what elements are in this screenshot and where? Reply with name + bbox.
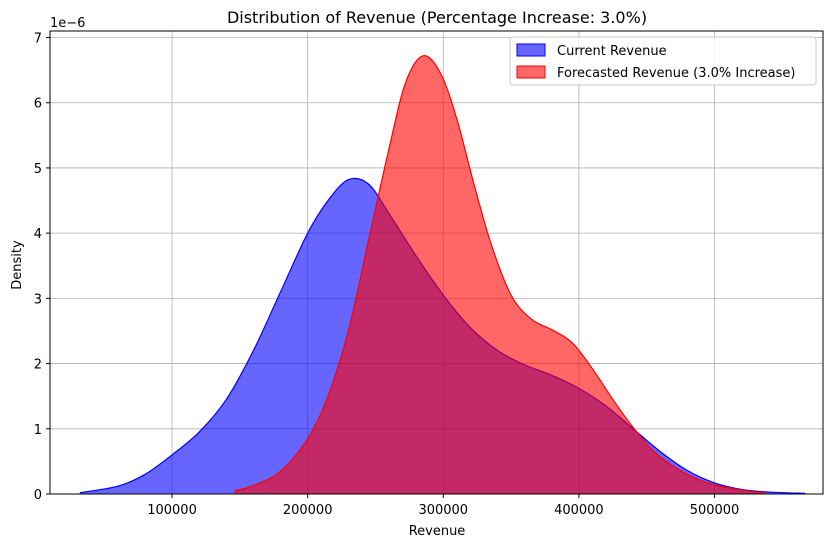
x-axis-label: Revenue bbox=[409, 524, 466, 539]
y-tick-label: 6 bbox=[34, 97, 42, 112]
series-line-2 bbox=[234, 55, 765, 494]
legend: Current Revenue Forecasted Revenue (3.0% … bbox=[509, 36, 817, 86]
y-tick-label: 1 bbox=[34, 423, 42, 438]
x-tick-label: 400000 bbox=[554, 503, 604, 518]
legend-label-1: Current Revenue bbox=[557, 44, 667, 59]
density-areas bbox=[79, 55, 806, 495]
plot-frame bbox=[49, 30, 824, 495]
series-area-2 bbox=[234, 55, 765, 495]
y-tick-label: 3 bbox=[34, 292, 42, 307]
y-tick-label: 2 bbox=[34, 358, 42, 373]
x-tick-label: 200000 bbox=[283, 503, 333, 518]
y-axis: 0 1 2 3 4 5 6 7 bbox=[34, 32, 50, 503]
axes-frame bbox=[49, 30, 824, 495]
y-tick-label: 0 bbox=[34, 488, 42, 503]
chart-title: Distribution of Revenue (Percentage Incr… bbox=[227, 8, 647, 27]
legend-swatch-1 bbox=[516, 43, 546, 57]
legend-box bbox=[509, 36, 817, 86]
x-tick-label: 500000 bbox=[690, 503, 740, 518]
y-axis-label: Density bbox=[10, 240, 25, 290]
x-tick-label: 300000 bbox=[418, 503, 468, 518]
legend-swatch-2 bbox=[516, 65, 546, 79]
y-offset-text: 1e−6 bbox=[50, 16, 85, 31]
y-tick-label: 7 bbox=[34, 32, 42, 47]
y-tick-label: 5 bbox=[34, 162, 42, 177]
legend-label-2: Forecasted Revenue (3.0% Increase) bbox=[557, 66, 795, 81]
x-axis: 100000 200000 300000 400000 500000 bbox=[147, 494, 739, 518]
y-tick-label: 4 bbox=[34, 227, 42, 242]
x-tick-label: 100000 bbox=[147, 503, 197, 518]
